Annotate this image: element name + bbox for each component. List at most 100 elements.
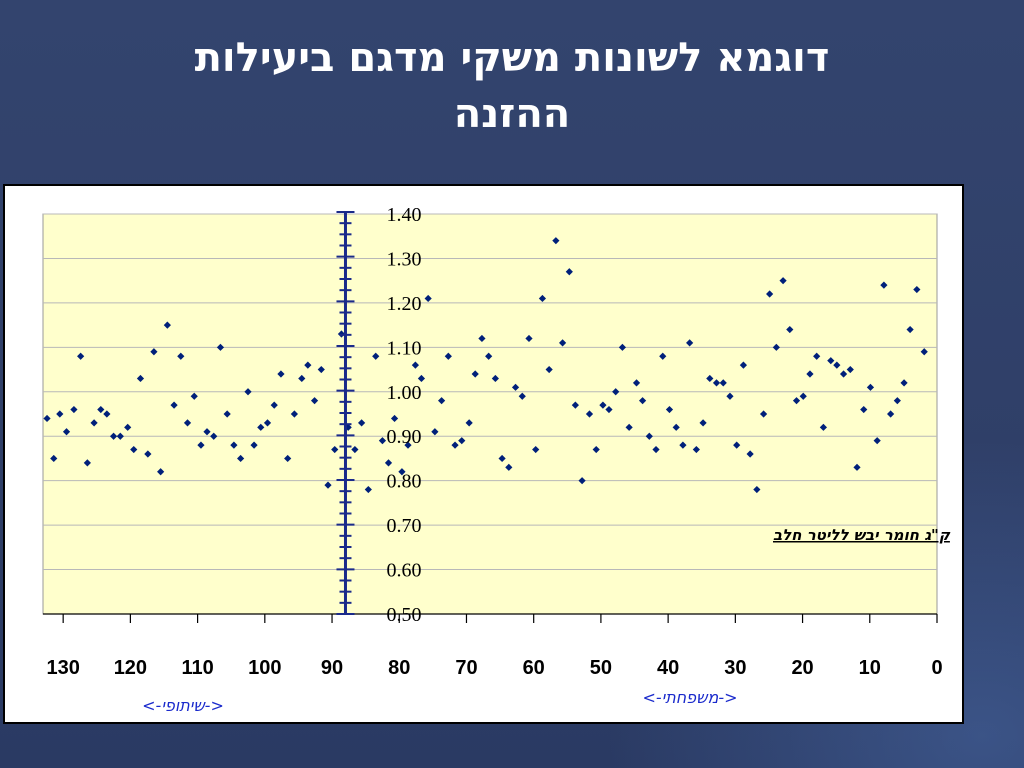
data-point: [230, 441, 238, 449]
data-point: [170, 401, 178, 409]
data-point: [692, 445, 700, 454]
data-point: [471, 370, 479, 378]
y-tick-label: 1.00: [387, 382, 422, 404]
chart-annotation: ק"ג חומר יבש לליטר חלב: [773, 526, 951, 544]
data-point: [686, 339, 694, 347]
data-point: [913, 285, 921, 294]
data-point: [438, 397, 446, 405]
data-point: [203, 428, 211, 436]
data-point: [846, 365, 854, 374]
data-point: [813, 352, 821, 360]
data-point: [585, 410, 594, 418]
data-point: [270, 401, 278, 409]
data-point: [317, 365, 325, 374]
data-point: [310, 397, 319, 405]
x-tick-label: 40: [657, 657, 679, 679]
data-point: [417, 374, 426, 383]
data-point: [719, 379, 727, 387]
data-point: [792, 397, 801, 405]
data-point: [197, 441, 205, 449]
data-point: [873, 437, 881, 445]
data-point: [733, 441, 741, 449]
data-point: [578, 477, 586, 485]
x-tick-label: 20: [791, 657, 813, 679]
data-point: [505, 463, 513, 471]
data-point: [150, 348, 158, 356]
data-point: [746, 450, 754, 458]
data-point: [612, 388, 620, 396]
data-point: [806, 370, 814, 378]
data-point: [545, 365, 553, 374]
data-point: [411, 361, 419, 369]
y-tick-label: 1.40: [387, 204, 422, 226]
data-point: [304, 361, 312, 369]
data-point: [706, 374, 714, 383]
slide-title-line-1: דוגמא לשונות משקי מדגם ביעילות: [194, 35, 830, 81]
data-point: [652, 445, 660, 454]
data-point: [263, 419, 272, 427]
data-point: [699, 419, 707, 427]
x-tick-label: 110: [181, 657, 213, 679]
x-tick-label: 80: [388, 657, 410, 679]
data-point: [109, 432, 118, 440]
x-tick-label: 90: [321, 657, 343, 679]
data-point: [136, 374, 145, 383]
data-point: [424, 294, 432, 303]
y-tick-labels: 0.50 0.60 0.70 0.80 0.90 1.00 1.10 1.20 1.30 1.40: [387, 204, 422, 626]
region-label-family: <-משפחתי->: [642, 688, 737, 707]
data-point: [190, 392, 198, 400]
data-point: [56, 410, 64, 418]
x-tick-label: 10: [859, 657, 881, 679]
data-point: [157, 468, 165, 476]
data-point: [833, 361, 841, 369]
data-point: [638, 397, 647, 405]
data-point: [124, 423, 132, 431]
y-tick-label: 0.90: [387, 426, 422, 448]
data-point: [893, 397, 901, 405]
data-point: [358, 419, 366, 427]
y-tick-label: 1.10: [387, 337, 422, 359]
data-point: [853, 463, 861, 471]
vertical-y-axis-bar: [336, 211, 355, 615]
data-point: [779, 277, 787, 285]
data-point: [298, 374, 306, 383]
data-point: [398, 468, 406, 476]
data-point: [532, 445, 540, 454]
x-tick-label: 130: [46, 657, 79, 679]
data-point: [645, 432, 653, 440]
x-tick-label: 30: [724, 657, 746, 679]
data-point: [83, 459, 91, 467]
data-point: [478, 334, 486, 343]
data-point: [163, 321, 171, 329]
data-point: [571, 401, 579, 409]
data-point: [766, 290, 774, 298]
data-point: [90, 419, 98, 427]
data-point: [632, 379, 641, 387]
data-point: [62, 428, 71, 436]
data-point: [672, 423, 680, 431]
x-tick-label: 60: [523, 657, 545, 679]
data-point: [599, 401, 607, 409]
data-point: [103, 410, 111, 418]
data-point: [223, 410, 231, 418]
data-point: [485, 352, 493, 360]
slide-title: דוגמא לשונות משקי מדגם ביעילות ההזנה: [40, 30, 984, 142]
data-point: [451, 441, 459, 449]
data-point: [277, 370, 285, 378]
data-point: [116, 432, 124, 440]
data-point: [618, 343, 627, 351]
data-point: [799, 392, 807, 400]
data-point: [364, 485, 372, 494]
data-point: [284, 454, 292, 463]
x-tick-label: 70: [455, 657, 477, 679]
data-point: [712, 379, 721, 387]
data-point: [538, 294, 547, 303]
data-point: [625, 423, 633, 431]
data-point: [43, 414, 51, 423]
data-point: [77, 352, 85, 360]
data-point: [906, 325, 914, 334]
data-point: [50, 454, 58, 463]
data-point: [431, 428, 439, 436]
plot-area: [42, 213, 938, 615]
y-tick-label: 1.20: [387, 293, 422, 315]
